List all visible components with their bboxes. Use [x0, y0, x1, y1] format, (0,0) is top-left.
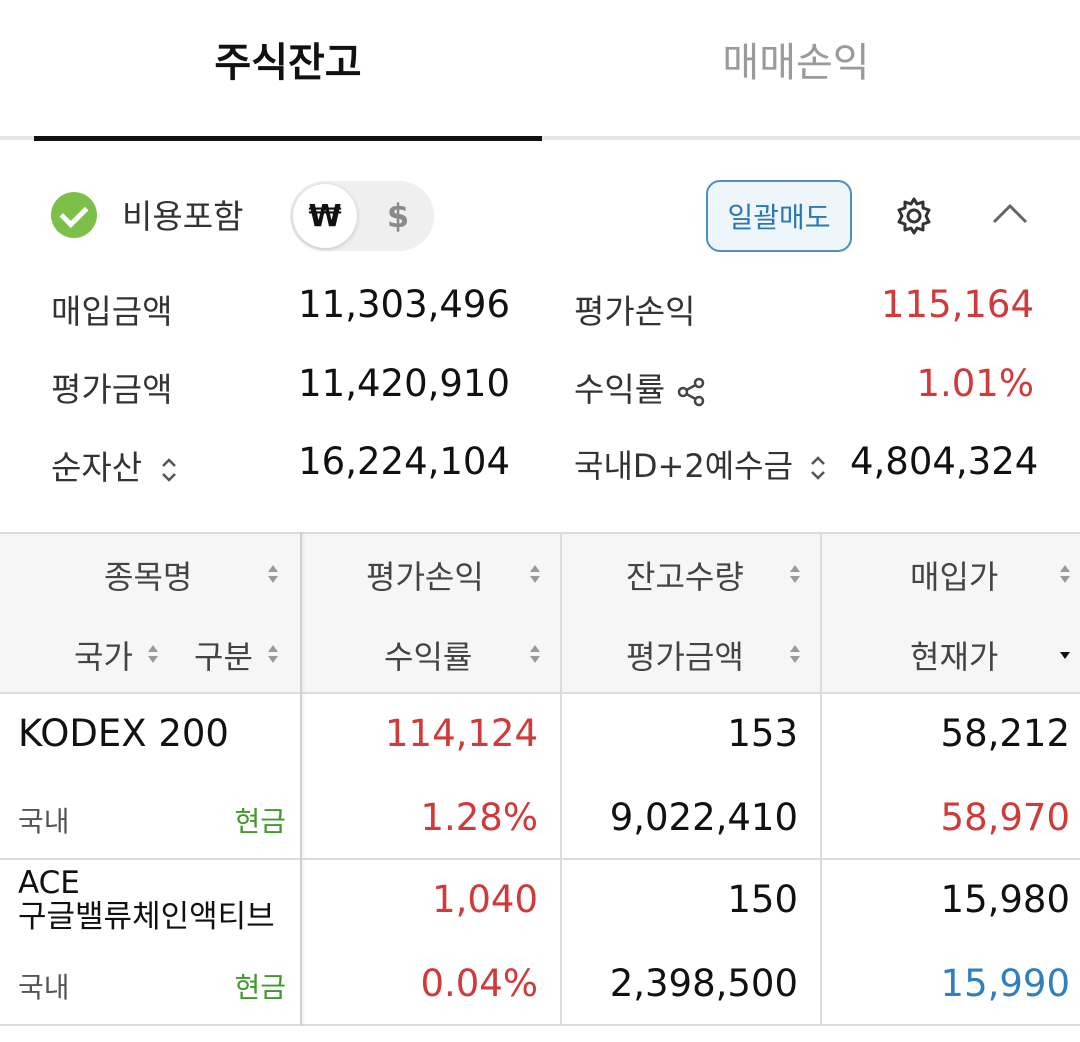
eval-amount-label: 평가금액: [51, 370, 173, 409]
stock-name-line1: ACE: [18, 865, 80, 901]
eval-profit: 1,040: [432, 878, 538, 921]
sort-icon[interactable]: [266, 564, 280, 586]
header-buy-price[interactable]: 매입가: [910, 558, 999, 596]
header-eval-profit[interactable]: 평가손익: [366, 558, 484, 596]
sort-icon[interactable]: [528, 564, 542, 586]
header-qty[interactable]: 잔고수량: [626, 558, 744, 596]
header-type[interactable]: 구분: [194, 638, 253, 676]
col-divider: [300, 532, 302, 1026]
deposit-label[interactable]: 국내D+2예수금: [574, 441, 828, 487]
sort-icon[interactable]: [528, 644, 542, 666]
header-return-rate[interactable]: 수익률: [384, 638, 473, 676]
return-rate: 1.28%: [420, 796, 538, 839]
current-price: 15,990: [940, 962, 1070, 1005]
tab-bar: 주식잔고 매매손익: [0, 0, 1080, 142]
balance-qty: 150: [727, 878, 798, 921]
current-price: 58,970: [940, 796, 1070, 839]
row-divider: [0, 858, 1080, 860]
sort-icon[interactable]: [788, 644, 802, 666]
bulk-sell-button[interactable]: 일괄매도: [706, 180, 852, 252]
header-eval-amount[interactable]: 평가금액: [626, 638, 744, 676]
fee-include-label[interactable]: 비용포함: [122, 197, 244, 236]
currency-toggle[interactable]: ₩ $: [290, 181, 434, 251]
net-assets-value: 16,224,104: [298, 440, 510, 483]
return-rate: 0.04%: [420, 962, 538, 1005]
deposit-value: 4,804,324: [850, 440, 1039, 483]
stock-type: 현금: [234, 805, 286, 838]
expand-toggle-icon[interactable]: [808, 451, 828, 485]
return-rate-label-text: 수익률: [574, 370, 666, 409]
eval-profit-label: 평가손익: [574, 292, 696, 331]
sort-desc-icon[interactable]: [1058, 644, 1072, 666]
stock-name: KODEX 200: [18, 712, 229, 755]
balance-qty: 153: [727, 712, 798, 755]
check-circle-icon[interactable]: [51, 192, 97, 238]
eval-profit: 114,124: [384, 712, 538, 755]
stock-type: 현금: [234, 971, 286, 1004]
buy-price: 15,980: [940, 878, 1070, 921]
col-divider: [560, 532, 562, 1026]
sort-icon[interactable]: [146, 644, 160, 666]
expand-toggle-icon[interactable]: [159, 453, 179, 487]
sort-icon[interactable]: [1058, 564, 1072, 586]
header-bottom-border: [0, 692, 1080, 694]
tab-active-indicator: [34, 136, 542, 141]
eval-profit-value: 115,164: [880, 283, 1034, 326]
purchase-amount-value: 11,303,496: [298, 283, 510, 326]
return-rate-label[interactable]: 수익률: [574, 363, 706, 411]
sticky-col-shadow: [300, 532, 306, 1026]
tab-stock-balance[interactable]: 주식잔고: [214, 40, 362, 86]
header-cur-price[interactable]: 현재가: [910, 638, 999, 676]
tab-trade-profit[interactable]: 매매손익: [722, 40, 870, 86]
return-rate-value: 1.01%: [916, 362, 1034, 405]
table-top-border: [0, 532, 1080, 534]
sort-icon[interactable]: [266, 644, 280, 666]
won-option[interactable]: ₩: [293, 184, 357, 248]
table-bottom-border: [0, 1024, 1080, 1026]
share-icon[interactable]: [676, 377, 706, 407]
table-header-bg: [0, 532, 1080, 692]
net-assets-label-text: 순자산: [51, 448, 143, 487]
chevron-up-icon[interactable]: [990, 198, 1030, 228]
deposit-label-text: 국내D+2예수금: [574, 447, 794, 485]
eval-amount-value: 11,420,910: [298, 362, 510, 405]
gear-icon[interactable]: [894, 196, 934, 236]
purchase-amount-label: 매입금액: [51, 292, 173, 331]
eval-amount: 2,398,500: [609, 962, 798, 1005]
eval-amount: 9,022,410: [609, 796, 798, 839]
stock-name-line2: 구글밸류체인액티브: [18, 899, 275, 935]
sort-icon[interactable]: [788, 564, 802, 586]
col-divider: [820, 532, 822, 1026]
stock-country: 국내: [18, 971, 70, 1004]
stock-country: 국내: [18, 805, 70, 838]
header-country[interactable]: 국가: [74, 638, 133, 676]
holdings-table: 종목명 평가손익 잔고수량 매입가 국가 구분 수익률 평가금액 현재가 KOD…: [0, 532, 1080, 1026]
net-assets-label[interactable]: 순자산: [51, 441, 179, 489]
header-name[interactable]: 종목명: [104, 558, 193, 596]
buy-price: 58,212: [940, 712, 1070, 755]
usd-option[interactable]: $: [386, 197, 410, 235]
